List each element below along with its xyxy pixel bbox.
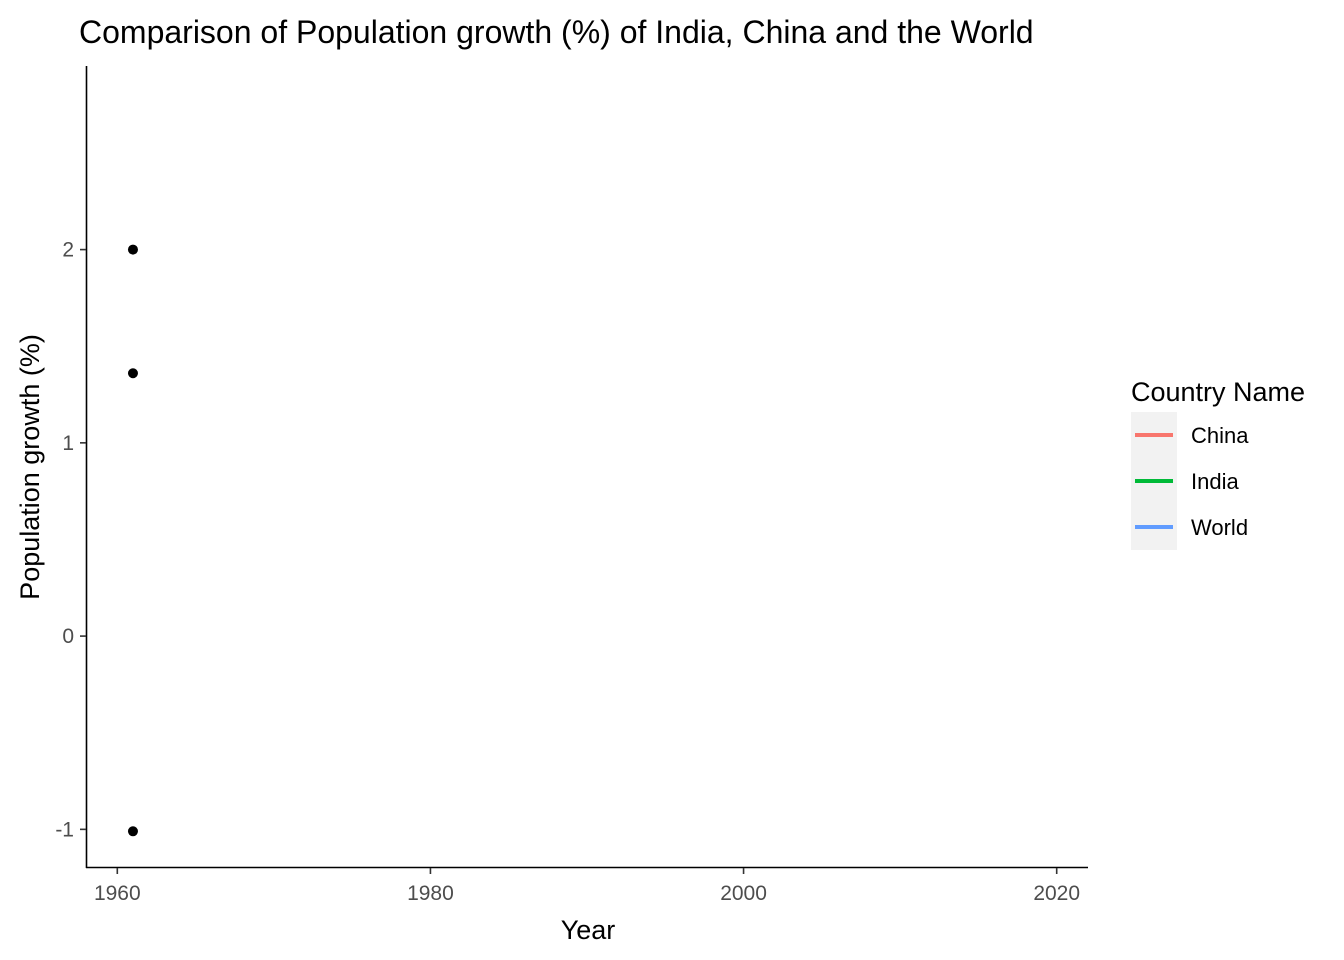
legend-label: World bbox=[1191, 515, 1248, 540]
legend-entry-india: India bbox=[1131, 458, 1239, 504]
data-points bbox=[127, 244, 138, 837]
data-point bbox=[127, 826, 138, 837]
legend-entry-world: World bbox=[1131, 504, 1248, 550]
data-point bbox=[127, 368, 138, 379]
y-axis-title: Population growth (%) bbox=[15, 334, 45, 600]
legend-label: India bbox=[1191, 469, 1239, 494]
legend: China India World bbox=[1131, 412, 1249, 550]
y-ticks: -1 0 1 2 bbox=[55, 239, 86, 841]
y-tick-label: 0 bbox=[62, 625, 74, 648]
x-tick-label: 1980 bbox=[407, 882, 454, 905]
legend-title: Country Name bbox=[1131, 377, 1305, 407]
legend-entry-china: China bbox=[1131, 412, 1249, 458]
legend-label: China bbox=[1191, 423, 1249, 448]
x-tick-label: 2000 bbox=[720, 882, 767, 905]
x-axis-title: Year bbox=[561, 915, 616, 945]
y-tick-label: 2 bbox=[62, 239, 74, 262]
data-point bbox=[127, 244, 138, 255]
y-tick-label: 1 bbox=[62, 432, 74, 455]
x-ticks: 1960 1980 2000 2020 bbox=[94, 868, 1080, 905]
y-tick-label: -1 bbox=[55, 818, 74, 841]
x-tick-label: 2020 bbox=[1033, 882, 1080, 905]
x-tick-label: 1960 bbox=[94, 882, 141, 905]
chart-title: Comparison of Population growth (%) of I… bbox=[79, 14, 1034, 50]
